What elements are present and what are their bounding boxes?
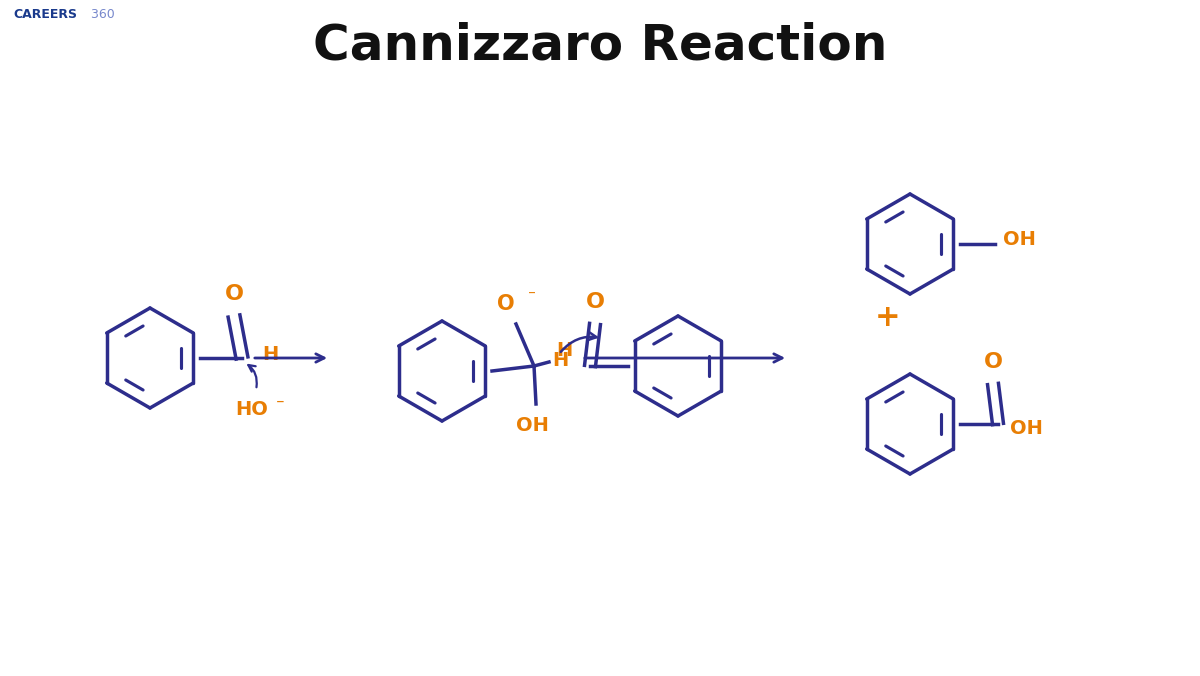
Text: Cannizzaro Reaction: Cannizzaro Reaction xyxy=(313,21,887,69)
Text: OH: OH xyxy=(1003,231,1036,249)
Text: O: O xyxy=(224,284,244,304)
Text: H: H xyxy=(552,352,568,370)
Text: H: H xyxy=(262,345,278,364)
Text: 360: 360 xyxy=(88,8,115,21)
Text: H: H xyxy=(556,341,572,360)
FancyArrowPatch shape xyxy=(560,333,596,352)
Text: HO: HO xyxy=(235,400,269,419)
FancyArrowPatch shape xyxy=(248,365,257,387)
Text: OH: OH xyxy=(1010,420,1043,439)
Text: O: O xyxy=(586,292,605,312)
Text: CAREERS: CAREERS xyxy=(13,8,77,21)
Text: ⁻: ⁻ xyxy=(276,396,284,414)
Text: OH: OH xyxy=(516,416,548,435)
Text: +: + xyxy=(875,304,901,333)
Text: ⁻: ⁻ xyxy=(528,289,536,304)
Text: O: O xyxy=(497,294,515,314)
Text: O: O xyxy=(984,352,1002,372)
